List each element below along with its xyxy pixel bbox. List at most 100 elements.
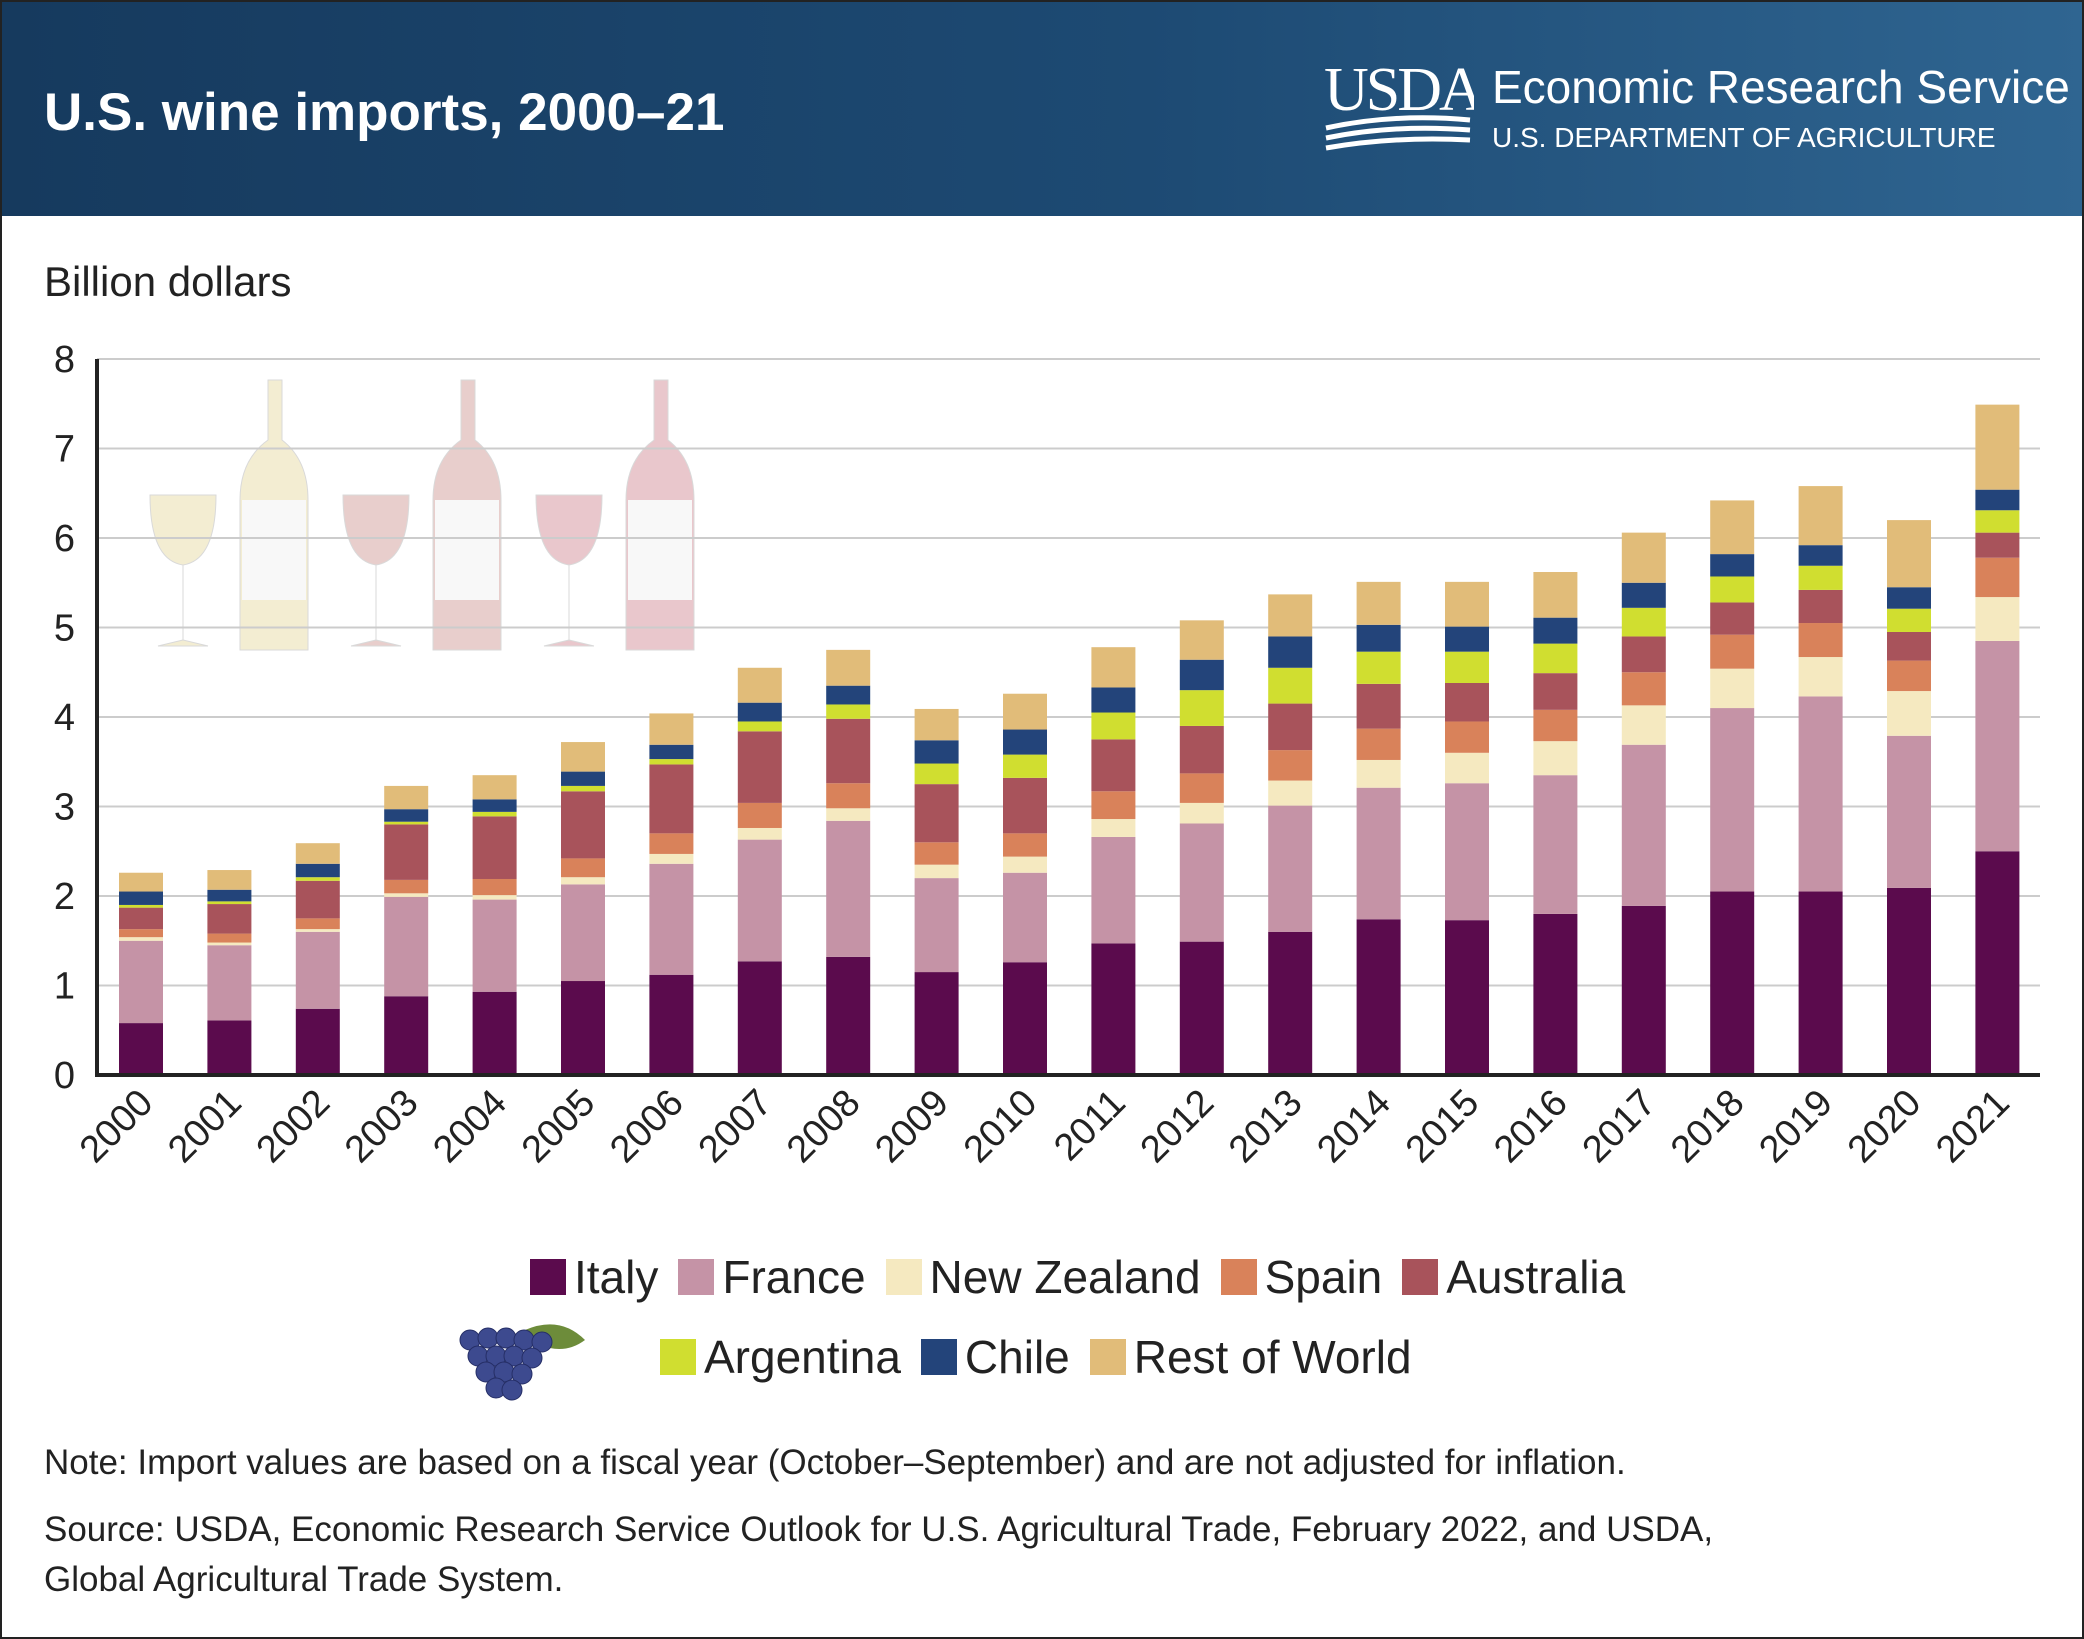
- y-tick-label: 6: [54, 518, 75, 560]
- y-tick-label: 8: [54, 339, 75, 381]
- usda-logo: USDA: [1324, 56, 1487, 163]
- bar-segment-chile: [1533, 617, 1578, 644]
- bar-segment-new-zealand: [1798, 657, 1843, 697]
- bar-segment-france: [119, 940, 163, 1024]
- x-tick-label: 2002: [249, 1082, 338, 1171]
- bar-segment-italy: [649, 974, 694, 1075]
- bar-segment-australia: [384, 824, 429, 880]
- bar-segment-rest-of-world: [1356, 581, 1401, 625]
- legend-item: France: [678, 1250, 866, 1304]
- legend-item: Spain: [1220, 1250, 1383, 1304]
- bar-segment-australia: [207, 904, 252, 934]
- bar-segment-italy: [1887, 887, 1931, 1075]
- bar-segment-argentina: [1445, 651, 1489, 683]
- bar-segment-australia: [1710, 602, 1755, 635]
- bar-segment-australia: [1798, 589, 1843, 624]
- bar-segment-chile: [1887, 587, 1931, 609]
- wine-glass-icon: [149, 494, 217, 647]
- bar-segment-australia: [1533, 673, 1578, 710]
- bar-segment-rest-of-world: [1975, 404, 2020, 490]
- grape: [531, 1331, 553, 1353]
- bar-segment-rest-of-world: [1003, 693, 1047, 730]
- bar-segment-chile: [1003, 729, 1047, 755]
- bar-segment-france: [1356, 787, 1401, 920]
- bar-segment-france: [1975, 640, 2020, 852]
- legend-swatch: [1089, 1339, 1126, 1375]
- bar-segment-argentina: [561, 785, 605, 792]
- bar-segment-rest-of-world: [914, 708, 959, 741]
- bar-segment-rest-of-world: [1445, 581, 1489, 627]
- bar-segment-argentina: [1621, 607, 1666, 637]
- bar-segment-new-zealand: [295, 929, 340, 932]
- grape: [495, 1327, 517, 1349]
- bar-segment-france: [1003, 872, 1047, 963]
- x-tick-label: 2013: [1221, 1082, 1310, 1171]
- bar-segment-australia: [1003, 777, 1047, 834]
- x-tick-label: 2016: [1486, 1082, 1575, 1171]
- bar-segment-new-zealand: [1356, 759, 1401, 788]
- bar-segment-argentina: [119, 904, 163, 908]
- bar-segment-france: [561, 884, 605, 982]
- bar-segment-new-zealand: [1710, 668, 1755, 709]
- department-name: U.S. DEPARTMENT OF AGRICULTURE: [1492, 122, 1996, 153]
- bar-segment-new-zealand: [207, 942, 252, 946]
- bar-segment-chile: [1268, 636, 1313, 668]
- bar-segment-chile: [1621, 582, 1666, 608]
- bar-segment-italy: [1091, 943, 1136, 1075]
- grape: [511, 1363, 533, 1385]
- bar-segment-chile: [914, 740, 959, 764]
- bar-segment-rest-of-world: [737, 667, 782, 703]
- bar-segment-new-zealand: [1887, 691, 1931, 736]
- bar-segment-italy: [914, 972, 959, 1075]
- bar-segment-spain: [1268, 750, 1313, 781]
- svg-text:USDA: USDA: [1324, 58, 1474, 124]
- bar-segment-france: [914, 878, 959, 973]
- bar-segment-spain: [1798, 623, 1843, 658]
- x-tick-label: 2011: [1046, 1082, 1133, 1169]
- bar-segment-spain: [826, 783, 871, 809]
- legend-row-1: Italy France New Zealand Spain Australia: [530, 1250, 1625, 1304]
- bar-segment-australia: [1975, 532, 2020, 558]
- bar-segment-argentina: [1710, 576, 1755, 603]
- y-tick-label: 7: [54, 429, 75, 471]
- bar-segment-italy: [1798, 891, 1843, 1075]
- usda-logo-icon: USDA: [1324, 56, 1487, 151]
- legend-item: Australia: [1402, 1250, 1625, 1304]
- bar-segment-new-zealand: [384, 893, 429, 897]
- bar-segment-france: [1091, 836, 1136, 944]
- bar-segment-argentina: [472, 811, 517, 817]
- bar-segment-new-zealand: [737, 827, 782, 840]
- bar-segment-chile: [649, 744, 694, 760]
- bar-segment-rest-of-world: [1887, 520, 1931, 588]
- bar-segment-new-zealand: [1533, 741, 1578, 776]
- legend-label: Argentina: [704, 1331, 901, 1383]
- bar-segment-rest-of-world: [1179, 620, 1224, 660]
- wine-glass-icon: [535, 494, 603, 647]
- bar-segment-rest-of-world: [1621, 532, 1666, 583]
- bar-segment-italy: [1710, 891, 1755, 1075]
- legend-label: Spain: [1264, 1251, 1383, 1303]
- bar-segment-new-zealand: [1091, 819, 1136, 837]
- bar-segment-italy: [1003, 962, 1047, 1075]
- x-tick-label: 2010: [956, 1082, 1045, 1171]
- bar-segment-chile: [1975, 489, 2020, 511]
- x-tick-label: 2021: [1928, 1082, 2017, 1171]
- x-tick-label: 2020: [1840, 1082, 1929, 1171]
- legend-label: France: [722, 1251, 866, 1303]
- bar-segment-chile: [119, 891, 163, 905]
- legend-swatch: [920, 1339, 957, 1375]
- bar-segment-new-zealand: [1445, 752, 1489, 784]
- y-tick-label: 4: [54, 697, 75, 739]
- bar-segment-australia: [472, 816, 517, 879]
- bar-segment-argentina: [1798, 565, 1843, 590]
- bar-segment-spain: [295, 918, 340, 930]
- bar-segment-chile: [737, 702, 782, 722]
- bar-segment-spain: [649, 833, 694, 854]
- grape: [521, 1347, 543, 1369]
- bar-segment-rest-of-world: [207, 870, 252, 890]
- bar-segment-rest-of-world: [384, 785, 429, 810]
- bar-segment-new-zealand: [914, 864, 959, 879]
- bar-segment-spain: [1179, 773, 1224, 803]
- bar-segment-rest-of-world: [1533, 572, 1578, 618]
